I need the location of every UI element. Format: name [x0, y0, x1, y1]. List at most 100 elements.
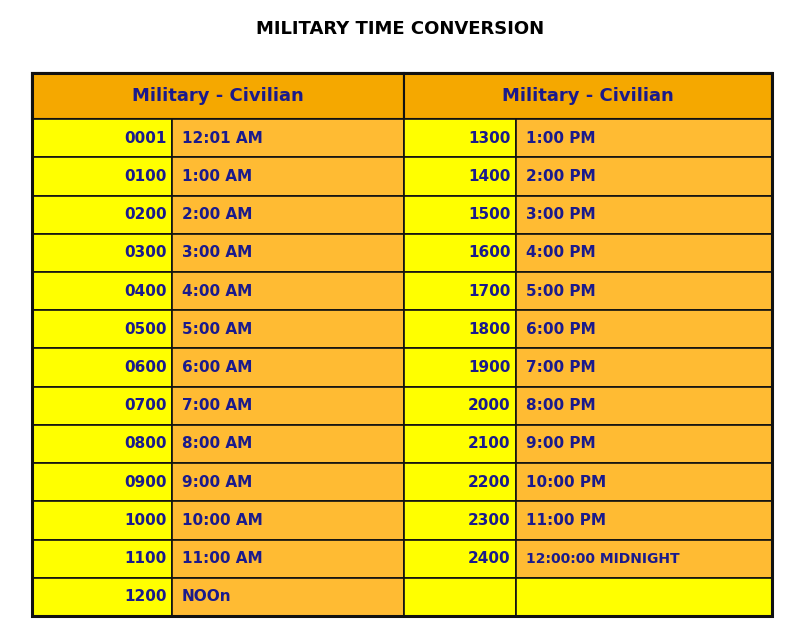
- Text: 1:00 PM: 1:00 PM: [526, 131, 595, 146]
- Bar: [172, 234, 404, 272]
- Text: Military - Civilian: Military - Civilian: [132, 87, 304, 105]
- Bar: [516, 157, 772, 196]
- Text: 1600: 1600: [468, 245, 510, 260]
- Bar: [32, 540, 172, 578]
- Text: 0100: 0100: [124, 169, 166, 184]
- Text: 0500: 0500: [124, 322, 166, 337]
- Bar: [404, 425, 516, 463]
- Bar: [172, 425, 404, 463]
- Text: 0001: 0001: [124, 131, 166, 146]
- Text: 9:00 AM: 9:00 AM: [182, 475, 252, 490]
- Text: 3:00 AM: 3:00 AM: [182, 245, 252, 260]
- Text: 0400: 0400: [124, 284, 166, 298]
- Text: 11:00 PM: 11:00 PM: [526, 513, 606, 528]
- Text: 0600: 0600: [124, 360, 166, 375]
- Bar: [32, 463, 172, 501]
- Text: NOOn: NOOn: [182, 589, 231, 605]
- Text: 12:01 AM: 12:01 AM: [182, 131, 262, 146]
- Bar: [404, 157, 516, 196]
- Bar: [516, 578, 772, 616]
- Bar: [172, 196, 404, 234]
- Text: 0900: 0900: [124, 475, 166, 490]
- Text: 3:00 PM: 3:00 PM: [526, 207, 595, 222]
- Bar: [404, 234, 516, 272]
- Text: 4:00 PM: 4:00 PM: [526, 245, 595, 260]
- Bar: [516, 119, 772, 157]
- Bar: [404, 501, 516, 540]
- Bar: [404, 119, 516, 157]
- Text: 12:00:00 MIDNIGHT: 12:00:00 MIDNIGHT: [526, 552, 679, 566]
- Text: 0800: 0800: [124, 436, 166, 451]
- Bar: [32, 387, 172, 425]
- Text: 1100: 1100: [124, 551, 166, 566]
- Bar: [172, 349, 404, 387]
- Bar: [32, 349, 172, 387]
- Text: 4:00 AM: 4:00 AM: [182, 284, 252, 298]
- Bar: [404, 196, 516, 234]
- Text: 10:00 PM: 10:00 PM: [526, 475, 606, 490]
- Bar: [32, 157, 172, 196]
- Text: 11:00 AM: 11:00 AM: [182, 551, 262, 566]
- Bar: [172, 540, 404, 578]
- Text: 8:00 AM: 8:00 AM: [182, 436, 252, 451]
- Text: 1900: 1900: [468, 360, 510, 375]
- Text: 1200: 1200: [124, 589, 166, 605]
- Text: 9:00 PM: 9:00 PM: [526, 436, 595, 451]
- Text: 1300: 1300: [468, 131, 510, 146]
- Bar: [516, 540, 772, 578]
- Bar: [516, 272, 772, 311]
- Bar: [32, 196, 172, 234]
- Bar: [32, 73, 772, 616]
- Text: 2000: 2000: [468, 398, 510, 413]
- Bar: [516, 311, 772, 349]
- Bar: [404, 387, 516, 425]
- Bar: [404, 349, 516, 387]
- Text: 1500: 1500: [468, 207, 510, 222]
- Text: 5:00 PM: 5:00 PM: [526, 284, 595, 298]
- Bar: [172, 387, 404, 425]
- Text: 1:00 AM: 1:00 AM: [182, 169, 252, 184]
- Bar: [516, 387, 772, 425]
- Bar: [32, 501, 172, 540]
- Bar: [172, 463, 404, 501]
- Bar: [32, 578, 172, 616]
- Text: 5:00 AM: 5:00 AM: [182, 322, 252, 337]
- Text: 2100: 2100: [468, 436, 510, 451]
- Bar: [172, 119, 404, 157]
- Bar: [404, 578, 516, 616]
- Text: 2200: 2200: [468, 475, 510, 490]
- Text: 2:00 PM: 2:00 PM: [526, 169, 595, 184]
- Bar: [32, 234, 172, 272]
- Bar: [516, 501, 772, 540]
- Text: 1800: 1800: [468, 322, 510, 337]
- Text: 8:00 PM: 8:00 PM: [526, 398, 595, 413]
- Text: 0300: 0300: [124, 245, 166, 260]
- Text: 2:00 AM: 2:00 AM: [182, 207, 252, 222]
- Bar: [516, 349, 772, 387]
- Text: 0700: 0700: [124, 398, 166, 413]
- Bar: [516, 234, 772, 272]
- Bar: [404, 73, 772, 119]
- Bar: [516, 463, 772, 501]
- Text: 1700: 1700: [468, 284, 510, 298]
- Bar: [32, 311, 172, 349]
- Text: 0200: 0200: [124, 207, 166, 222]
- Text: 1400: 1400: [468, 169, 510, 184]
- Bar: [516, 196, 772, 234]
- Bar: [516, 425, 772, 463]
- Bar: [404, 311, 516, 349]
- Text: MILITARY TIME CONVERSION: MILITARY TIME CONVERSION: [256, 20, 544, 37]
- Text: 7:00 AM: 7:00 AM: [182, 398, 252, 413]
- Bar: [404, 540, 516, 578]
- Bar: [32, 272, 172, 311]
- Bar: [404, 272, 516, 311]
- Bar: [172, 272, 404, 311]
- Text: 2400: 2400: [468, 551, 510, 566]
- Bar: [32, 425, 172, 463]
- Bar: [172, 501, 404, 540]
- Bar: [404, 463, 516, 501]
- Text: 1000: 1000: [124, 513, 166, 528]
- Text: 6:00 PM: 6:00 PM: [526, 322, 595, 337]
- Text: Military - Civilian: Military - Civilian: [502, 87, 674, 105]
- Text: 2300: 2300: [468, 513, 510, 528]
